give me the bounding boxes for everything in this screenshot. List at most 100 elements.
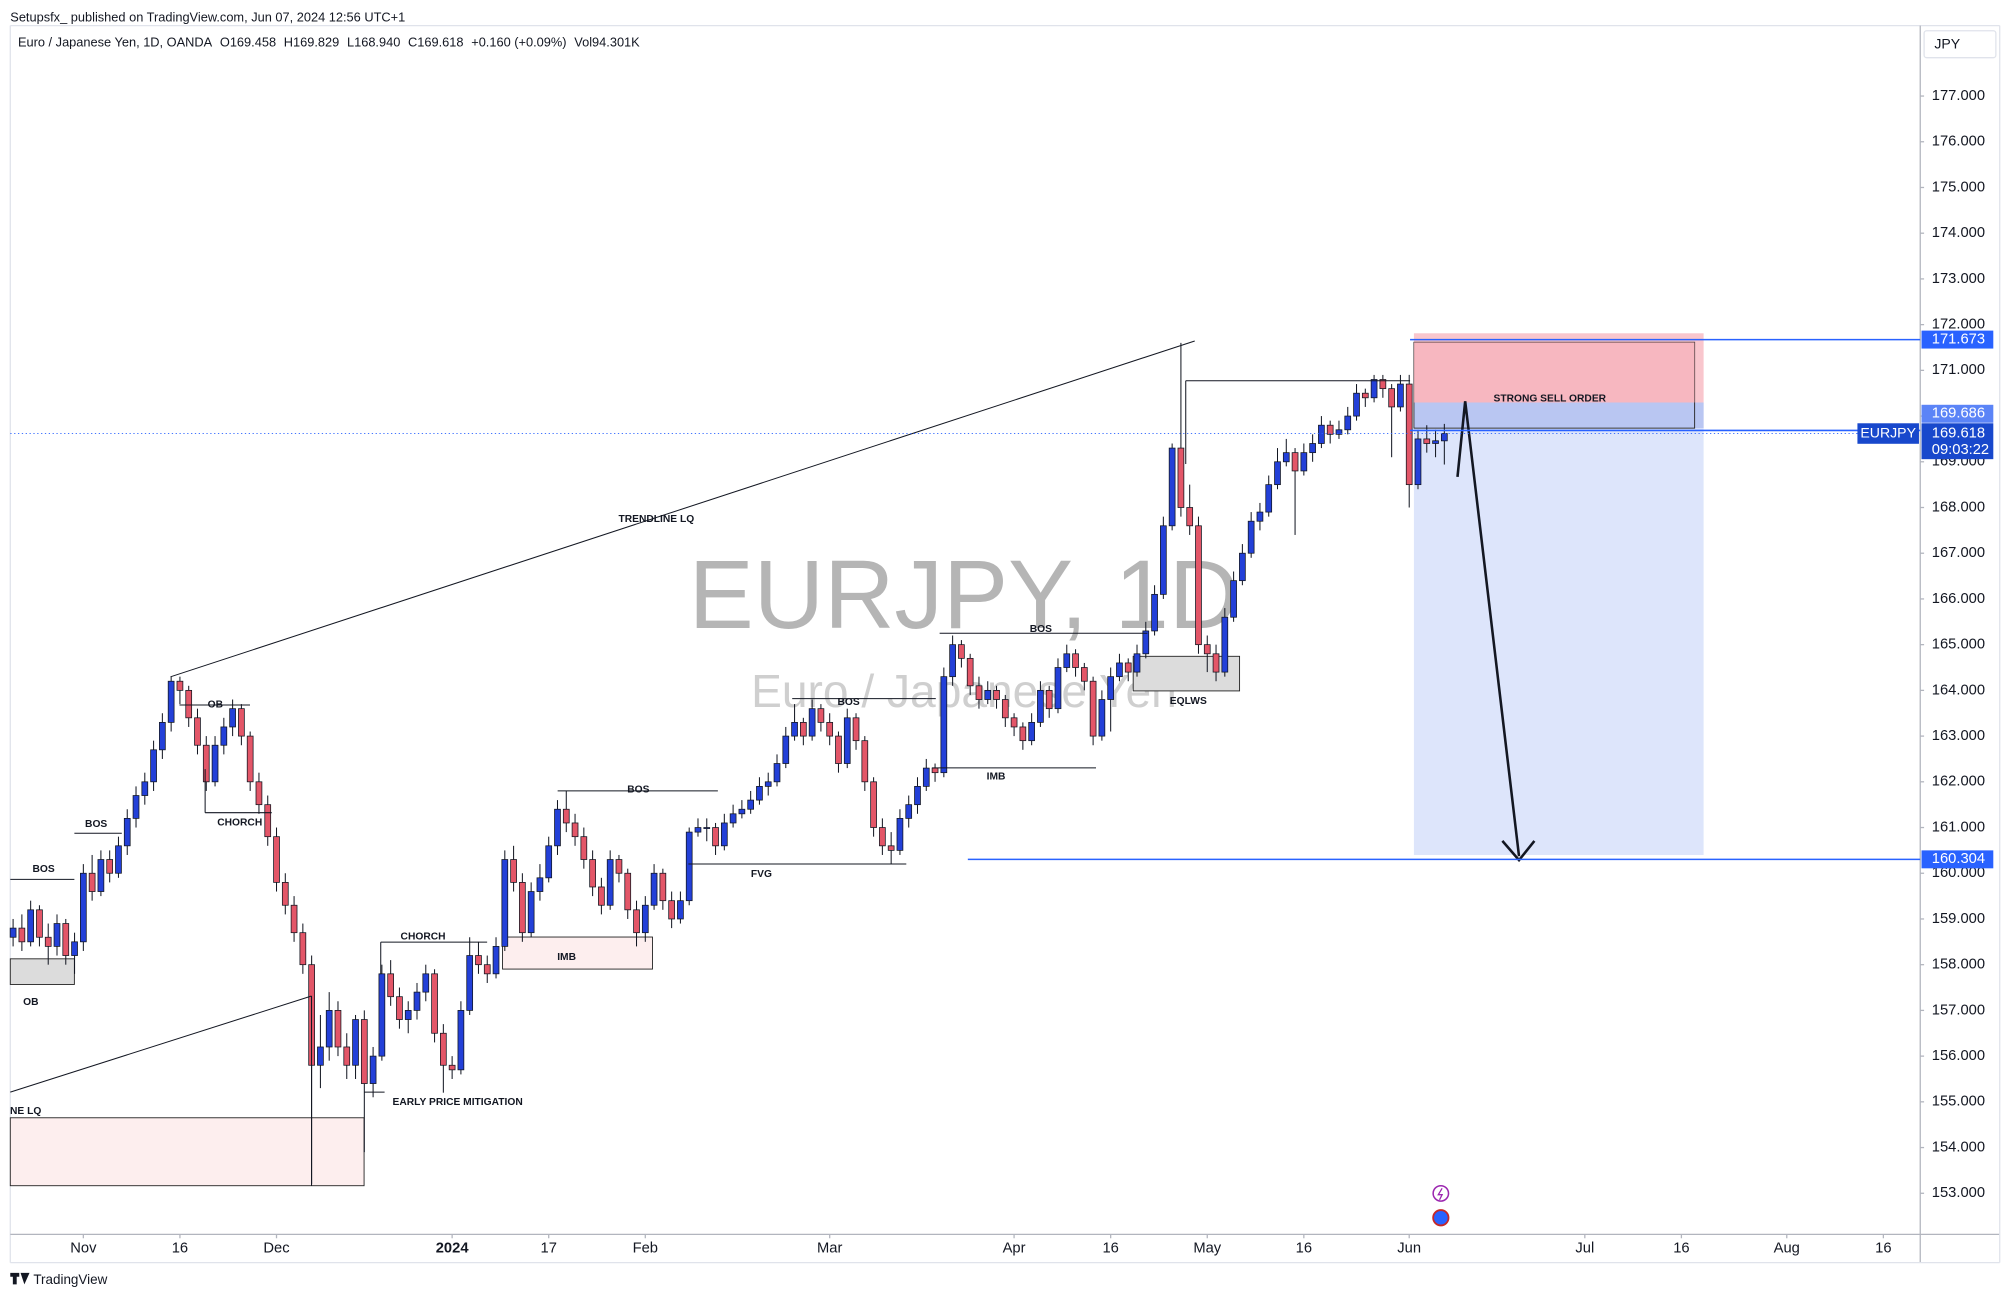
- candle-body: [378, 973, 386, 1057]
- candle-body: [422, 973, 430, 993]
- candle-body: [1142, 630, 1150, 655]
- candle-body: [466, 955, 474, 1011]
- x-tick-label: Aug: [1774, 1240, 1800, 1256]
- candle-body: [817, 708, 825, 723]
- candle-body: [949, 644, 956, 678]
- candle-body: [624, 872, 632, 911]
- candle-body: [562, 808, 570, 824]
- annotation: OB: [23, 997, 38, 1008]
- target-zone: [1413, 402, 1704, 855]
- candle-body: [132, 795, 140, 819]
- candle-body: [606, 859, 614, 906]
- candle-body: [800, 721, 807, 737]
- candle-body: [1221, 616, 1229, 673]
- candle-body: [492, 946, 500, 975]
- trendline: [10, 995, 312, 1093]
- legend-item: +0.160 (+0.09%): [471, 35, 566, 50]
- annotation: CHORCH: [217, 818, 262, 829]
- currency: JPY: [1934, 36, 1960, 52]
- candle-body: [71, 941, 78, 956]
- published-line: Setupsfx_ published on TradingView.com, …: [10, 9, 405, 24]
- candle-body: [1151, 593, 1158, 632]
- flag-icon[interactable]: [1432, 1209, 1450, 1227]
- candle-body: [536, 877, 544, 892]
- price-line-label: 171.673: [1932, 331, 1985, 347]
- candle-body: [36, 909, 43, 938]
- x-tick-label: Dec: [263, 1240, 289, 1256]
- candle-body: [97, 859, 105, 892]
- candle-body: [159, 721, 166, 751]
- candle-body: [720, 822, 728, 847]
- ob-box: [9, 958, 75, 985]
- candle-body: [483, 964, 491, 975]
- candle-body: [115, 845, 122, 874]
- y-tick-label: 157.000: [1932, 1002, 1985, 1018]
- candle-body: [571, 822, 579, 838]
- candle-body: [53, 923, 61, 947]
- y-tick-label: 162.000: [1932, 774, 1985, 790]
- candle-body: [975, 685, 983, 700]
- candle-body: [448, 1064, 456, 1071]
- x-tick-label: 16: [1296, 1240, 1312, 1256]
- tv-logo: [10, 1272, 30, 1285]
- event-icon[interactable]: [1432, 1184, 1450, 1202]
- candle-body: [738, 808, 746, 815]
- candle-body: [764, 781, 772, 787]
- x-tick-label: Feb: [633, 1240, 658, 1256]
- legend-item: C169.618: [408, 35, 464, 50]
- axes: 153.000 154.000 155.000 156.000 157.000 158.0…: [70, 88, 1994, 1256]
- candle-body: [352, 1019, 359, 1066]
- annotation: TRENDLINE LQ: [618, 514, 694, 525]
- candle-body: [1019, 726, 1027, 742]
- candle-body: [1256, 511, 1264, 522]
- candle-body: [343, 1046, 351, 1066]
- x-tick-label: Jul: [1575, 1240, 1594, 1256]
- candle-body: [519, 882, 526, 934]
- candle-body: [589, 859, 596, 888]
- x-tick-label: 16: [1875, 1240, 1891, 1256]
- candle-body: [1160, 525, 1167, 595]
- candle-body: [501, 859, 509, 947]
- candle-body: [229, 708, 236, 728]
- candle-body: [1080, 667, 1088, 682]
- candle-body: [931, 767, 939, 774]
- candle-body: [1265, 484, 1273, 513]
- candle-body: [1186, 507, 1194, 527]
- candle-body: [360, 1019, 368, 1084]
- candle-body: [1370, 379, 1378, 399]
- candle-body: [1239, 552, 1246, 582]
- candle-body: [1247, 520, 1255, 554]
- candle-body: [1098, 699, 1106, 737]
- candle-body: [62, 923, 70, 956]
- candle-body: [677, 900, 684, 920]
- candle-body: [369, 1055, 377, 1084]
- annotation: IMB: [557, 952, 576, 963]
- x-tick-label: Apr: [1003, 1240, 1026, 1256]
- countdown: 09:03:22: [1932, 442, 1989, 458]
- candle-body: [246, 735, 254, 783]
- annotation: EARLY PRICE MITIGATION: [393, 1097, 523, 1108]
- currency-box[interactable]: [1923, 30, 1997, 59]
- annotation: EQLWS: [1170, 696, 1207, 707]
- candle-body: [18, 927, 26, 943]
- candle-body: [940, 676, 948, 774]
- y-tick-label: 154.000: [1932, 1139, 1985, 1155]
- candle-body: [44, 936, 52, 947]
- candle-body: [88, 872, 96, 892]
- candle-body: [1028, 721, 1035, 742]
- candle-body: [1432, 440, 1439, 444]
- x-tick-label: 16: [1673, 1240, 1689, 1256]
- candle-body: [984, 689, 992, 700]
- y-tick-label: 156.000: [1932, 1048, 1985, 1064]
- annotation: FVG: [751, 869, 772, 880]
- candle-body: [440, 1032, 447, 1066]
- candle-body: [1353, 392, 1360, 417]
- candle-body: [396, 996, 403, 1020]
- candle-body: [1344, 415, 1352, 431]
- candle-body: [1063, 653, 1071, 668]
- symbol-legend: Euro / Japanese Yen, 1D, OANDA O169.458 H1…: [18, 35, 640, 50]
- candle-body: [1177, 447, 1185, 508]
- y-tick-label: 164.000: [1932, 682, 1985, 698]
- annotation: BOS: [1030, 624, 1052, 635]
- candle-body: [554, 808, 561, 847]
